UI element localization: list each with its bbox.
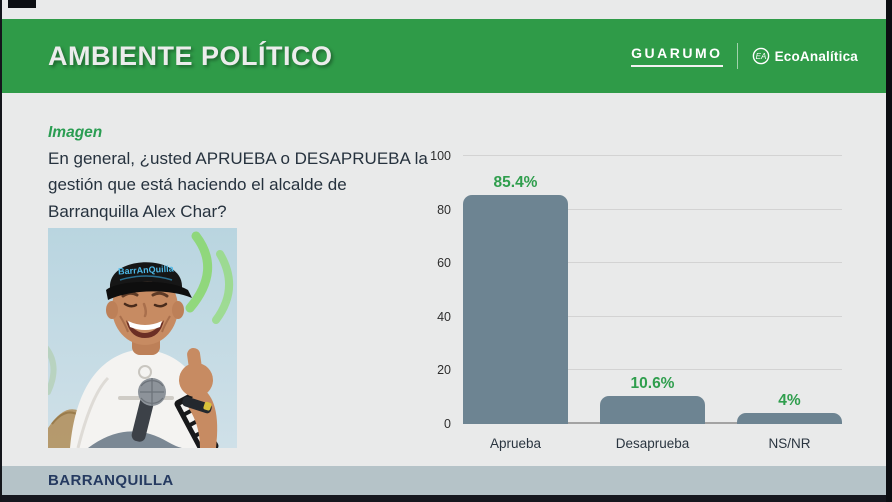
bar-value-label: 10.6%: [630, 374, 675, 392]
header-banner: AMBIENTE POLÍTICO GUARUMO EA EcoAnalític…: [2, 19, 886, 93]
viewer-right-edge: [886, 0, 892, 502]
gridline: [463, 155, 842, 156]
gridline: [463, 208, 842, 210]
section-label: Imagen: [48, 124, 103, 141]
viewer-left-edge: [0, 0, 2, 502]
region-bar: BARRANQUILLA: [0, 466, 892, 495]
category-label: Aprueba: [489, 436, 542, 451]
question-text: En general, ¿usted APRUEBA o DESAPRUEBA …: [48, 149, 428, 221]
page-title: AMBIENTE POLÍTICO: [48, 40, 333, 71]
brand-logos: GUARUMO EA EcoAnalítica: [631, 19, 858, 93]
bar-column: 10.6% Desaprueba: [600, 156, 705, 451]
viewer-top-notch: [8, 0, 36, 8]
bar-column: 4% NS/NR: [737, 156, 842, 451]
category-label: Desaprueba: [615, 436, 690, 451]
bar-value-label: 4%: [778, 392, 801, 410]
y-axis-tick: 100: [430, 149, 451, 163]
ecoanalitica-logo: EA EcoAnalítica: [752, 47, 858, 65]
ecoanalitica-icon: EA: [752, 47, 769, 65]
gridline: [463, 315, 842, 317]
bar-column: 85.4% Aprueba: [463, 156, 568, 451]
approval-bar-chart: 0 20 40 60 80 100 85.4% Aprueba 10.6% Desaprueba 4…: [430, 149, 842, 451]
bar-value-label: 85.4%: [493, 174, 538, 192]
svg-text:BarrAnQuilla: BarrAnQuilla: [118, 264, 175, 277]
bar: [463, 195, 568, 424]
ecoanalitica-label: EcoAnalítica: [774, 48, 858, 64]
bar: [600, 395, 705, 424]
y-axis-tick: 80: [437, 202, 451, 217]
alex-char-photo: BarrAnQuilla: [43, 228, 237, 456]
y-axis-tick: 20: [437, 363, 451, 378]
brand-divider: [736, 43, 738, 69]
guarumo-logo: GUARUMO: [631, 45, 723, 67]
gridline: [463, 262, 842, 264]
y-axis-tick: 40: [437, 309, 451, 324]
category-label: NS/NR: [768, 436, 811, 451]
y-axis-tick: 60: [437, 256, 451, 271]
viewer-bottom-strip: [0, 495, 892, 502]
region-label: BARRANQUILLA: [48, 472, 174, 489]
bar: [737, 413, 842, 424]
y-axis-tick: 0: [444, 417, 451, 431]
gridline: [463, 369, 842, 371]
svg-text:EA: EA: [755, 52, 766, 61]
